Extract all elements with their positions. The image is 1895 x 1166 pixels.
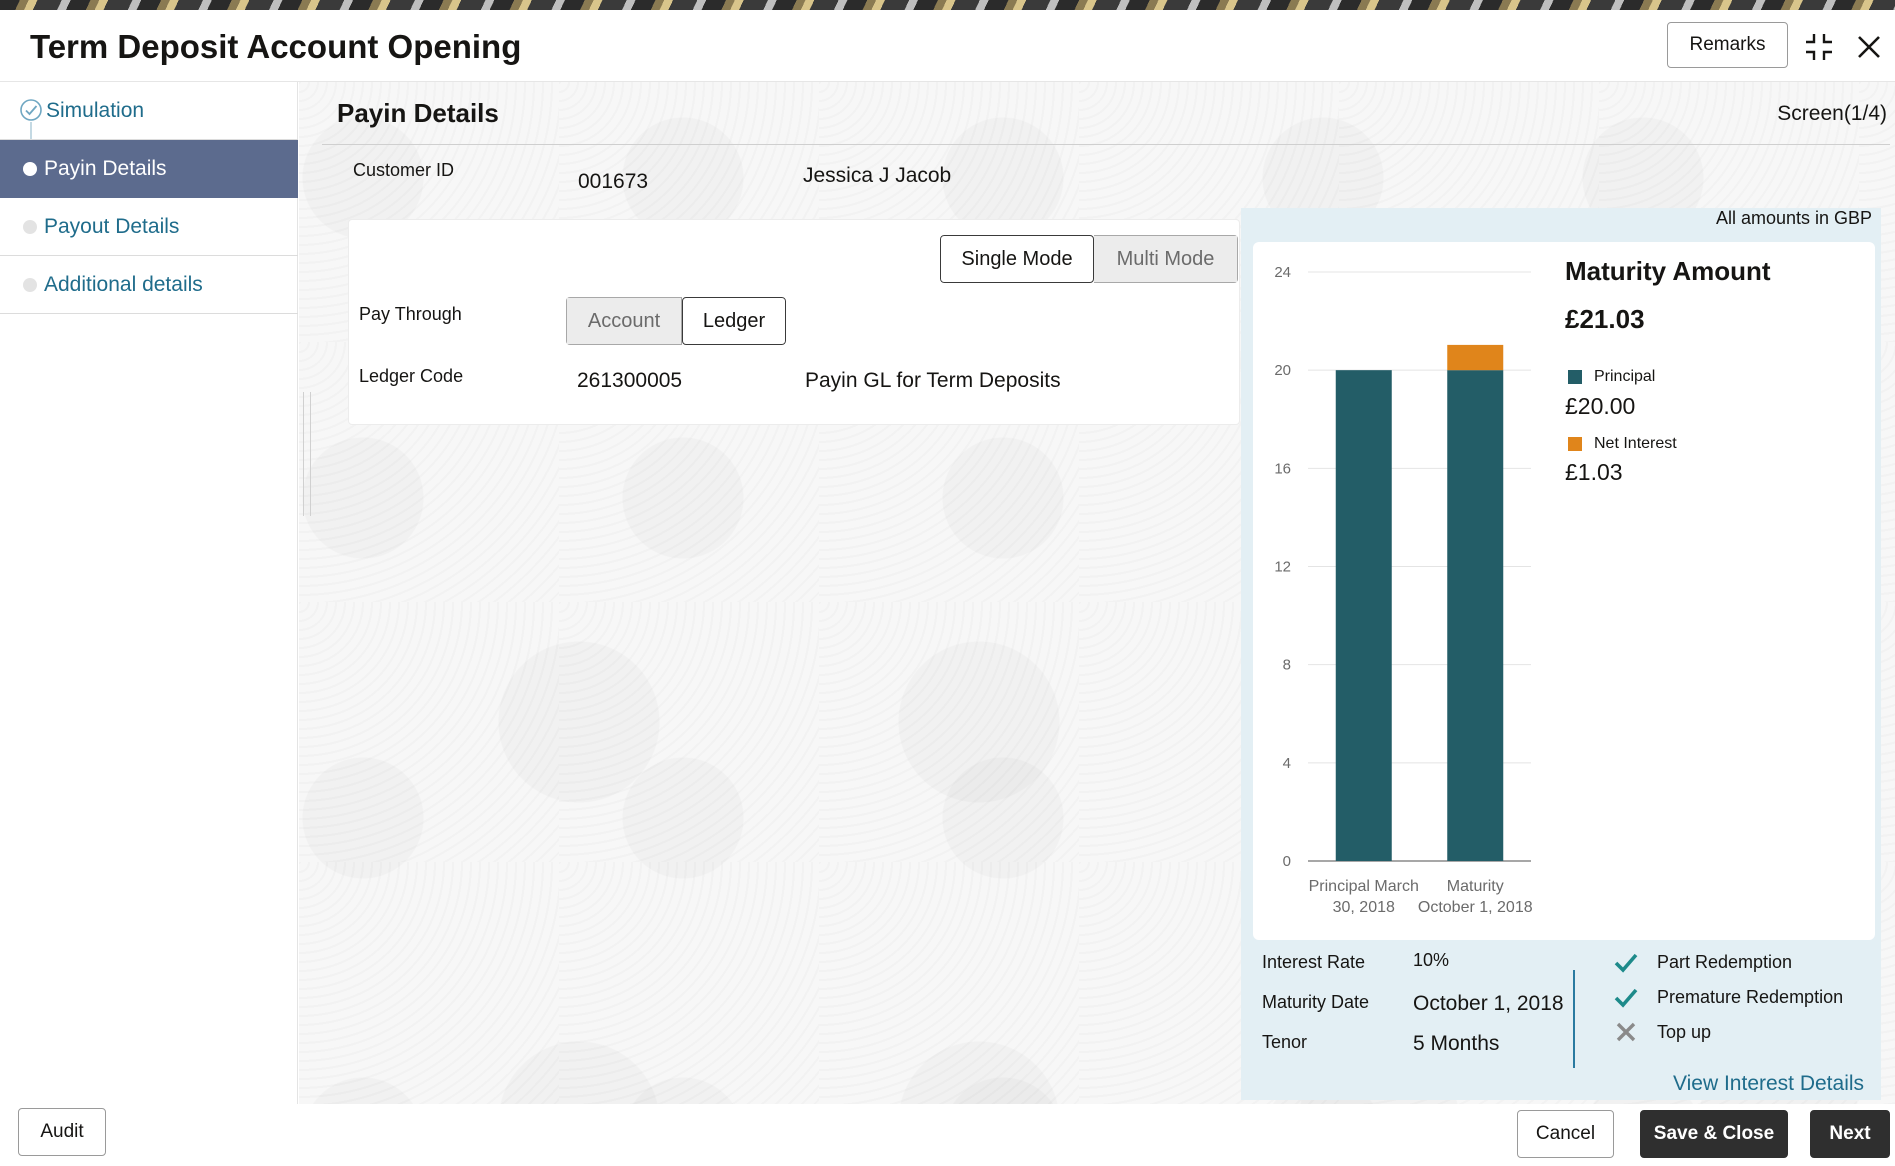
feature-label: Top up (1657, 1021, 1712, 1042)
bar-principal (1335, 370, 1392, 861)
currency-note: All amounts in GBP (1716, 208, 1873, 228)
customer-id-label: Customer ID (353, 160, 455, 180)
top-banner (0, 0, 1895, 10)
tenor-label: Tenor (1262, 1032, 1308, 1052)
ledger-code-label: Ledger Code (359, 366, 464, 386)
save-close-button[interactable]: Save & Close (1640, 1110, 1788, 1158)
customer-name: Jessica J Jacob (803, 164, 952, 187)
ledger-button[interactable]: Ledger (682, 297, 786, 345)
view-interest-details-link[interactable]: View Interest Details (1673, 1072, 1865, 1095)
dialog-header: Term Deposit Account Opening Remarks (0, 10, 1895, 82)
sidebar-item-label: Additional details (44, 272, 203, 296)
account-button[interactable]: Account (566, 297, 682, 345)
bar-principal (1447, 370, 1504, 861)
maturity-date-value: October 1, 2018 (1413, 992, 1564, 1015)
sidebar-item-label: Payout Details (44, 214, 180, 238)
maturity-amount: £21.03 (1565, 304, 1645, 334)
single-mode-button[interactable]: Single Mode (940, 235, 1094, 283)
step-connector (30, 122, 32, 142)
check-circle-icon (19, 98, 43, 127)
interest-rate-label: Interest Rate (1262, 952, 1366, 972)
interest-rate-value: 10% (1413, 950, 1450, 970)
sidebar-item-payin-details[interactable]: Payin Details (0, 140, 298, 198)
interest-legend-swatch (1568, 437, 1582, 451)
principal-legend-label: Principal (1594, 368, 1656, 385)
page-title: Term Deposit Account Opening (30, 28, 522, 65)
step-dot-icon (23, 220, 37, 234)
feature-label: Premature Redemption (1657, 986, 1844, 1007)
multi-mode-button[interactable]: Multi Mode (1094, 235, 1238, 283)
feature-premature-redemption: Premature Redemption (1613, 984, 1843, 1010)
ledger-code-value: 261300005 (577, 369, 683, 392)
mode-toggle: Single Mode Multi Mode (940, 235, 1238, 283)
interest-legend-value: £1.03 (1565, 459, 1623, 485)
divider (322, 144, 1890, 145)
x-tick-label: 30, 2018 (1333, 899, 1395, 916)
maturity-date-label: Maturity Date (1262, 992, 1370, 1012)
section-title: Payin Details (337, 98, 499, 128)
maturity-title: Maturity Amount (1565, 256, 1771, 286)
tenor-value: 5 Months (1413, 1032, 1500, 1055)
divider (1573, 970, 1575, 1068)
y-tick-label: 20 (1274, 362, 1291, 379)
check-icon (1613, 984, 1639, 1010)
x-tick-label: Principal March (1309, 878, 1419, 895)
step-dot-icon (23, 278, 37, 292)
sidebar-item-label: Simulation (46, 98, 145, 122)
remarks-button[interactable]: Remarks (1667, 22, 1788, 68)
interest-legend-label: Net Interest (1594, 435, 1677, 452)
y-tick-label: 16 (1274, 460, 1291, 477)
x-tick-label: October 1, 2018 (1418, 899, 1533, 916)
x-tick-label: Maturity (1447, 878, 1504, 895)
feature-part-redemption: Part Redemption (1613, 949, 1792, 975)
y-tick-label: 24 (1274, 264, 1291, 281)
sidebar-item-payout-details[interactable]: Payout Details (0, 198, 298, 256)
pay-through-label: Pay Through (359, 304, 462, 324)
step-dot-icon (23, 162, 37, 176)
principal-legend-value: £20.00 (1565, 393, 1636, 419)
y-tick-label: 12 (1274, 559, 1291, 576)
feature-label: Part Redemption (1657, 951, 1793, 972)
scrollbar[interactable] (303, 392, 311, 516)
principal-legend-swatch (1568, 370, 1582, 384)
screen-counter: Screen(1/4) (1777, 102, 1887, 125)
audit-button[interactable]: Audit (18, 1108, 106, 1156)
cancel-button[interactable]: Cancel (1517, 1110, 1614, 1158)
y-tick-label: 4 (1283, 755, 1291, 772)
y-tick-label: 0 (1283, 853, 1291, 870)
feature-top-up: Top up (1613, 1019, 1711, 1045)
cross-icon (1613, 1019, 1639, 1045)
minimize-icon[interactable] (1802, 30, 1836, 64)
next-button[interactable]: Next (1810, 1110, 1890, 1158)
customer-id-value: 001673 (578, 170, 649, 193)
bar-net-interest (1447, 344, 1504, 371)
pay-through-toggle: Account Ledger (566, 297, 786, 345)
ledger-description: Payin GL for Term Deposits (805, 369, 1061, 392)
maturity-chart: 0 4 8 12 16 20 24 Principal March 30, 2018 Maturi… (1274, 264, 1533, 916)
close-icon[interactable] (1852, 30, 1886, 64)
y-tick-label: 8 (1283, 657, 1291, 674)
sidebar-item-label: Payin Details (44, 157, 167, 180)
sidebar-item-additional-details[interactable]: Additional details (0, 256, 298, 314)
check-icon (1613, 949, 1639, 975)
sidebar-item-simulation[interactable]: Simulation (0, 82, 298, 140)
sidebar: Simulation Payin Details Payout Details … (0, 82, 298, 1104)
